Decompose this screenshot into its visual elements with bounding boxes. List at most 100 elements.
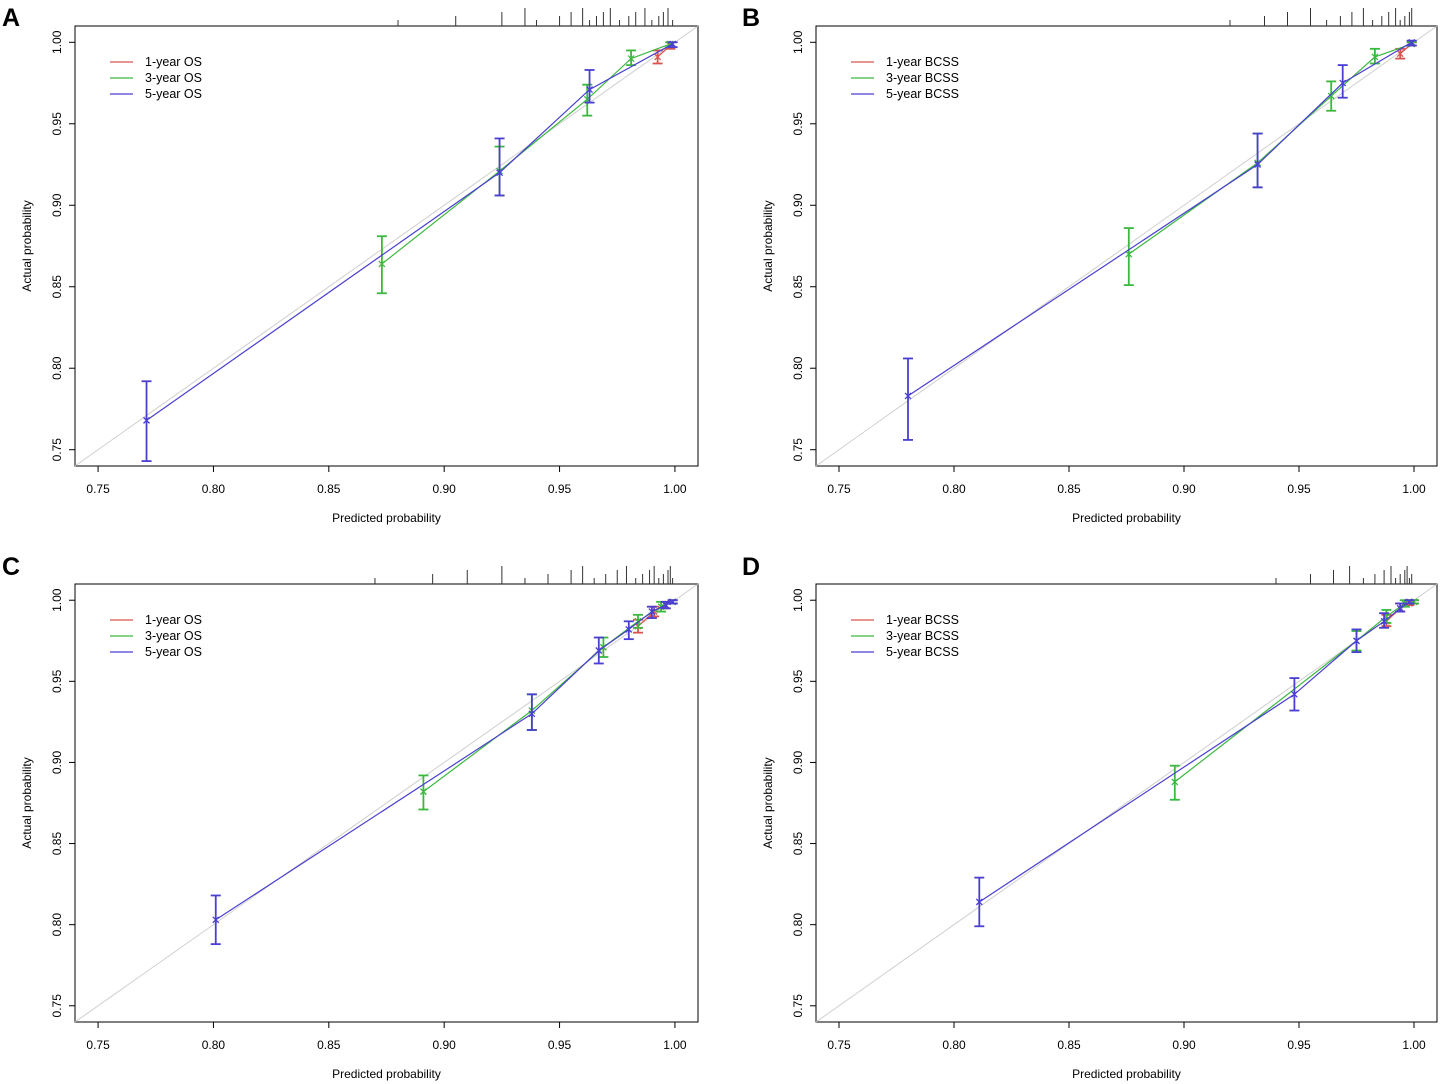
- data-point: [1380, 617, 1388, 625]
- y-axis-label: Actual probability: [20, 200, 34, 291]
- ideal-line: [74, 583, 699, 1023]
- data-point: [1254, 161, 1262, 168]
- ideal-line: [815, 25, 1438, 467]
- y-axis-label: Actual probability: [761, 757, 775, 848]
- y-tick-label: 1.00: [791, 30, 805, 54]
- x-tick-label: 0.95: [1287, 482, 1311, 496]
- x-tick-label: 0.95: [548, 1038, 572, 1052]
- data-point: [1339, 79, 1347, 87]
- panel-c: C 0.75 0.80 0.85 0.90 0.95 1.00 0.75 0.80 0.85 0.9…: [2, 553, 699, 1081]
- x-tick-label: 1.00: [1402, 482, 1426, 496]
- x-tick-label: 0.75: [86, 482, 110, 496]
- data-point: [595, 647, 603, 654]
- x-tick-label: 0.80: [202, 482, 226, 496]
- data-point: [419, 788, 427, 796]
- x-tick-label: 0.95: [548, 482, 572, 496]
- data-point: [904, 392, 912, 400]
- data-point: [378, 260, 386, 268]
- legend-entry: 3-year OS: [145, 629, 202, 643]
- x-tick-label: 1.00: [1402, 1038, 1426, 1052]
- ideal-line: [815, 583, 1438, 1023]
- legend-entry: 1-year OS: [145, 613, 202, 627]
- data-point: [669, 598, 677, 606]
- legend-entry: 1-year BCSS: [886, 55, 959, 69]
- y-axis-label: Actual probability: [20, 757, 34, 848]
- y-tick-label: 0.80: [50, 913, 64, 937]
- data-point: [1290, 690, 1298, 698]
- series-5-year: [903, 38, 1417, 441]
- y-tick-label: 0.95: [791, 112, 805, 136]
- x-tick-label: 0.90: [1172, 1038, 1196, 1052]
- y-tick-label: 0.85: [791, 832, 805, 856]
- panel-label: C: [2, 553, 20, 581]
- data-point: [669, 40, 677, 48]
- x-axis-label: Predicted probability: [332, 1067, 441, 1081]
- y-tick-label: 0.90: [791, 193, 805, 217]
- series-5-year: [974, 598, 1415, 928]
- data-point: [1396, 50, 1404, 58]
- legend-entry: 5-year OS: [145, 87, 202, 101]
- y-tick-label: 0.95: [791, 669, 805, 693]
- data-point: [143, 416, 150, 424]
- plot-frame: [815, 25, 1438, 467]
- legend-entry: 3-year BCSS: [886, 629, 959, 643]
- y-tick-label: 0.90: [791, 750, 805, 774]
- series-line: [146, 43, 673, 421]
- x-tick-label: 0.85: [317, 1038, 341, 1052]
- y-tick-label: 0.90: [50, 750, 64, 774]
- data-point: [496, 169, 504, 177]
- y-tick-label: 1.00: [50, 588, 64, 612]
- panel-label: A: [2, 4, 20, 32]
- x-tick-label: 0.75: [86, 1038, 110, 1052]
- y-tick-label: 0.95: [50, 112, 64, 136]
- x-tick-label: 0.90: [433, 1038, 457, 1052]
- data-point: [975, 898, 983, 906]
- series-5-year: [141, 40, 678, 463]
- data-point: [1327, 92, 1335, 100]
- series-line: [423, 601, 673, 793]
- legend-entry: 3-year OS: [145, 71, 202, 85]
- x-tick-label: 0.75: [827, 482, 851, 496]
- data-point: [586, 86, 594, 94]
- x-tick-label: 1.00: [663, 482, 687, 496]
- legend-entry: 5-year OS: [145, 645, 202, 659]
- x-axis-label: Predicted probability: [332, 511, 441, 525]
- plot-frame: [74, 25, 699, 467]
- ideal-line: [74, 25, 699, 467]
- series-line: [978, 601, 1410, 903]
- x-axis-label: Predicted probability: [1072, 1067, 1181, 1081]
- legend: 1-year BCSS 3-year BCSS 5-year BCSS: [851, 613, 959, 659]
- data-point: [625, 625, 633, 633]
- legend-entry: 5-year BCSS: [886, 87, 959, 101]
- y-tick-label: 0.80: [50, 356, 64, 380]
- panel-d: D 0.75 0.80 0.85 0.90 0.95 1.00 0.75 0.80 0.85 0.9…: [742, 553, 1438, 1081]
- y-tick-label: 0.80: [791, 913, 805, 937]
- series-line: [381, 43, 671, 265]
- series-3-year: [376, 40, 676, 295]
- series-3-year: [1123, 40, 1417, 287]
- plot-frame: [74, 583, 699, 1023]
- x-tick-label: 0.80: [942, 482, 966, 496]
- y-tick-label: 0.75: [791, 438, 805, 462]
- panel-a: A 0.75 0.80 0.85 0.90 0.95 1.00 0.75 0.80 0.85 0.9…: [2, 4, 699, 525]
- legend-entry: 1-year BCSS: [886, 613, 959, 627]
- y-tick-label: 0.75: [791, 994, 805, 1018]
- data-point: [627, 55, 635, 63]
- y-tick-label: 0.85: [791, 275, 805, 299]
- y-tick-label: 0.95: [50, 669, 64, 693]
- y-tick-label: 0.85: [50, 275, 64, 299]
- plot-frame: [815, 583, 1438, 1023]
- y-tick-label: 0.85: [50, 832, 64, 856]
- data-point: [648, 608, 656, 616]
- legend: 1-year OS 3-year OS 5-year OS: [110, 55, 202, 101]
- data-point: [1125, 250, 1133, 258]
- y-tick-label: 1.00: [791, 588, 805, 612]
- legend: 1-year BCSS 3-year BCSS 5-year BCSS: [851, 55, 959, 101]
- series-line: [907, 41, 1413, 397]
- x-tick-label: 0.85: [1057, 482, 1081, 496]
- y-tick-label: 0.75: [50, 994, 64, 1018]
- panel-b: B 0.75 0.80 0.85 0.90 0.95 1.00 0.75 0.80 0.85 0.9…: [742, 4, 1438, 525]
- data-point: [212, 916, 220, 924]
- x-tick-label: 0.80: [942, 1038, 966, 1052]
- x-tick-label: 0.90: [433, 482, 457, 496]
